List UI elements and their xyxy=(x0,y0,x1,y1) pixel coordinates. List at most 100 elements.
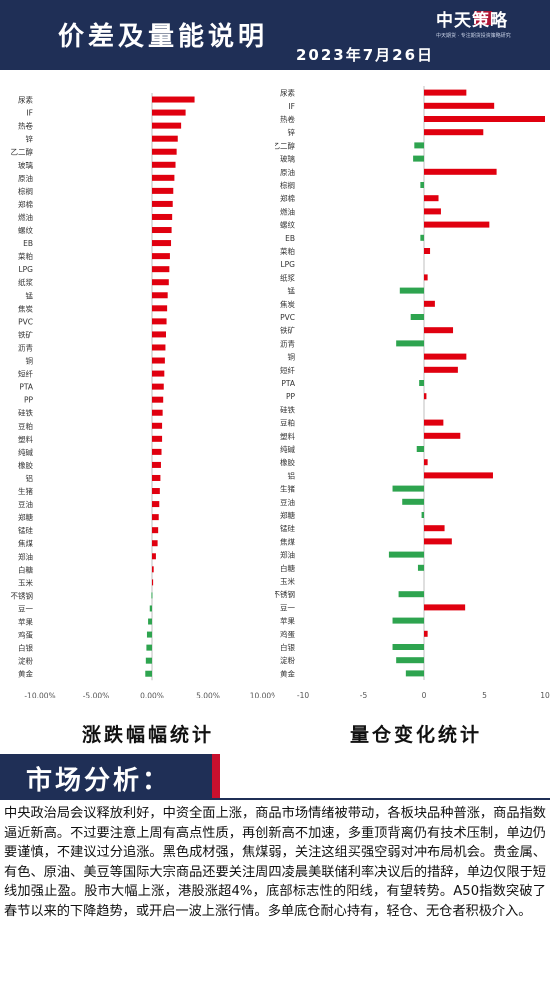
bar-尿素 xyxy=(424,89,467,96)
category-label: 短纤 xyxy=(18,369,33,379)
bar-沥青 xyxy=(152,344,166,351)
bar-不锈钢 xyxy=(398,591,424,598)
category-label: 不锈钢 xyxy=(11,590,34,600)
category-label: 郑糖 xyxy=(18,512,33,522)
header-banner: 价差及量能说明 2023年7月26日 中天策略 中天期货 · 专注期货投资策略研… xyxy=(0,0,550,70)
category-label: PVC xyxy=(280,313,295,322)
bar-玻璃 xyxy=(152,161,176,168)
volume-oi-caption: 量仓变化统计 xyxy=(350,724,483,746)
category-label: 锰 xyxy=(26,290,34,300)
market-analysis-text: 中央政治局会议释放利好，中资全面上涨，商品市场情绪被带动，各板块品种普涨，商品指… xyxy=(4,806,546,919)
category-label: IF xyxy=(288,102,295,111)
x-tick-label: 10.00% xyxy=(250,691,275,698)
bar-郑油 xyxy=(388,551,424,558)
bar-郑棉 xyxy=(152,200,173,207)
bar-纸浆 xyxy=(424,274,428,281)
category-label: PP xyxy=(24,396,34,405)
category-label: 焦炭 xyxy=(18,303,33,313)
category-label: 锰硅 xyxy=(280,523,295,533)
category-label: 燃油 xyxy=(18,212,33,222)
bar-铝 xyxy=(152,474,161,481)
bar-淀粉 xyxy=(145,657,152,664)
bar-豆粕 xyxy=(424,419,444,426)
category-label: 螺纹 xyxy=(280,220,295,230)
category-label: 白银 xyxy=(280,642,295,652)
category-label: 生猪 xyxy=(280,484,295,494)
bar-郑油 xyxy=(152,553,156,560)
bar-EB xyxy=(420,234,424,241)
category-label: 淀粉 xyxy=(280,655,295,665)
category-label: 菜粕 xyxy=(280,246,295,256)
x-tick-label: -5.00% xyxy=(83,691,110,698)
category-label: 沥青 xyxy=(18,342,33,352)
bar-PVC xyxy=(152,318,167,325)
section-divider xyxy=(0,798,550,800)
category-label: 苹果 xyxy=(280,616,295,626)
category-label: 棕榈 xyxy=(18,186,33,196)
bar-苹果 xyxy=(148,618,152,625)
market-banner-accent xyxy=(212,754,220,800)
bar-玉米 xyxy=(152,579,154,586)
category-label: 短纤 xyxy=(280,365,295,375)
category-label: 铝 xyxy=(288,470,296,480)
category-label: 橡胶 xyxy=(18,460,33,470)
category-label: 郑油 xyxy=(18,551,33,561)
logo-text: 中天策略 xyxy=(436,11,508,31)
logo-accent-shape xyxy=(474,11,492,25)
bar-锌 xyxy=(424,129,484,136)
category-label: 黄金 xyxy=(18,669,33,679)
bar-短纤 xyxy=(424,366,458,373)
bar-白银 xyxy=(146,644,152,651)
bar-铜 xyxy=(424,353,467,360)
category-label: 原油 xyxy=(280,167,295,177)
bar-郑糖 xyxy=(152,514,159,521)
category-label: 尿素 xyxy=(18,95,33,105)
bar-塑料 xyxy=(424,432,461,439)
bar-乙二醇 xyxy=(414,142,424,149)
category-label: IF xyxy=(26,109,33,118)
bar-纯碱 xyxy=(416,446,424,452)
price-change-caption: 涨跌幅幅统计 xyxy=(82,724,215,746)
bar-豆一 xyxy=(149,605,152,612)
bar-螺纹 xyxy=(424,221,490,228)
bar-鸡蛋 xyxy=(424,630,428,637)
bar-橡胶 xyxy=(424,459,428,466)
bar-EB xyxy=(152,240,172,247)
category-label: 焦煤 xyxy=(280,536,295,546)
bar-乙二醇 xyxy=(152,148,177,155)
bar-棕榈 xyxy=(420,182,424,188)
logo-subtitle: 中天期货 · 专注期货投资策略研究 xyxy=(436,33,511,39)
bar-短纤 xyxy=(152,370,165,377)
category-label: 焦炭 xyxy=(280,299,295,309)
bar-塑料 xyxy=(152,435,163,442)
bar-淀粉 xyxy=(396,657,424,664)
category-label: 玉米 xyxy=(280,576,295,586)
category-label: 塑料 xyxy=(280,431,295,441)
category-label: 豆油 xyxy=(18,499,33,509)
category-label: LPG xyxy=(18,265,33,274)
bar-IF xyxy=(424,102,495,109)
category-label: 锰 xyxy=(288,286,296,296)
category-label: PP xyxy=(286,392,296,401)
category-label: 淀粉 xyxy=(18,656,33,666)
bar-螺纹 xyxy=(152,227,172,234)
category-label: 玉米 xyxy=(18,577,33,587)
bar-硅铁 xyxy=(152,409,163,416)
category-label: 生猪 xyxy=(18,486,33,496)
bar-不锈钢 xyxy=(151,592,153,599)
category-label: 铜 xyxy=(26,356,34,366)
category-label: 锰硅 xyxy=(18,525,33,535)
bar-纯碱 xyxy=(152,448,162,455)
category-label: 不锈钢 xyxy=(275,589,295,599)
category-label: 燃油 xyxy=(280,206,295,216)
bar-焦炭 xyxy=(424,300,435,307)
category-label: 纯碱 xyxy=(18,447,33,457)
category-label: 锌 xyxy=(26,134,34,144)
bar-生猪 xyxy=(152,488,160,495)
bar-锰 xyxy=(152,292,168,299)
bar-豆粕 xyxy=(152,422,163,429)
category-label: 苹果 xyxy=(18,617,33,627)
category-label: 橡胶 xyxy=(280,457,295,467)
x-tick-label: 0 xyxy=(422,691,427,698)
